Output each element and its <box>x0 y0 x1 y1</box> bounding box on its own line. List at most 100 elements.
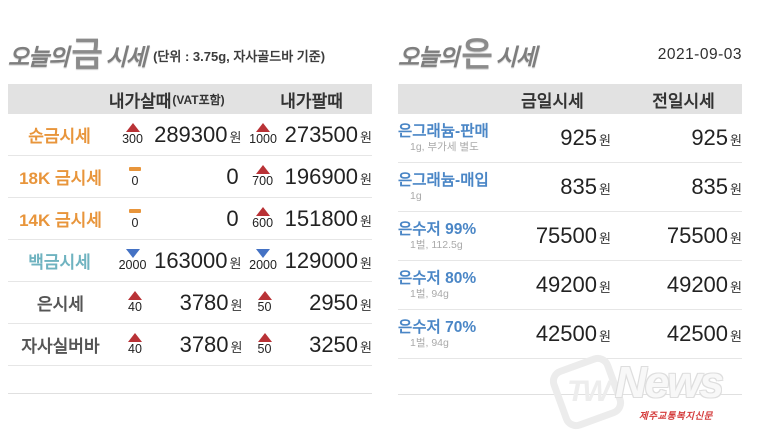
silver-prev-price-number: 49200 <box>666 272 729 297</box>
silver-panel-title: 오늘의 은 시세 2021-09-03 <box>398 26 742 84</box>
gold-sell-change-amount: 1000 <box>249 132 277 147</box>
gold-sell-change: 50 <box>243 333 287 356</box>
gold-price-panel: 오늘의 금 시세 (단위 : 3.75g, 자사골드바 기준) 내가살때 (VA… <box>8 26 372 394</box>
silver-prev-price: 925 원 <box>625 125 742 151</box>
gold-sell-change: 2000 <box>241 249 284 272</box>
gold-title-note: (단위 : 3.75g, 자사골드바 기준) <box>153 48 326 64</box>
gold-sell-change-arrow-icon <box>255 207 270 217</box>
gold-title-prefix: 오늘의 <box>8 44 69 70</box>
silver-prev-price-number: 925 <box>691 125 729 150</box>
silver-today-price-unit: 원 <box>599 182 611 197</box>
silver-table-row: 은그래늄-판매 1g, 부가세 별도 925 원 925 원 <box>398 114 742 163</box>
gold-table-row: 18K 금시세 0 0 700 196900 원 <box>8 156 372 198</box>
gold-header-buy-note: (VAT포함) <box>172 92 225 107</box>
silver-row-label-cell: 은그래늄-판매 1g, 부가세 별도 <box>398 123 494 153</box>
gold-sell-price: 273500 원 <box>285 122 372 148</box>
gold-sell-change-arrow-icon <box>257 333 272 343</box>
gold-buy-change-arrow-icon <box>128 333 142 343</box>
gold-buy-price: 3780 원 <box>157 290 243 316</box>
gold-sell-change-arrow-icon <box>255 165 270 175</box>
gold-buy-price-unit: 원 <box>229 255 242 271</box>
silver-prev-price-unit: 원 <box>730 133 742 148</box>
silver-table-row: 은수저 70% 1벌, 94g 42500 원 42500 원 <box>398 310 742 359</box>
silver-prev-price: 75500 원 <box>625 223 742 249</box>
silver-prev-price: 42500 원 <box>625 321 742 347</box>
silver-today-price-number: 42500 <box>535 321 597 346</box>
silver-row-sublabel: 1g <box>410 189 422 202</box>
gold-buy-change-arrow-icon <box>125 123 140 133</box>
silver-today-price-number: 835 <box>560 174 597 199</box>
silver-row-sublabel: 1벌, 112.5g <box>410 238 463 251</box>
gold-buy-change-amount: 0 <box>131 216 139 231</box>
silver-row-label: 은그래늄-판매 <box>398 123 489 141</box>
gold-sell-price: 151800 원 <box>285 206 372 232</box>
gold-buy-change-arrow-icon <box>125 249 140 259</box>
gold-row-label: 자사실버바 <box>21 337 100 356</box>
gold-header-buy: 내가살때 (VAT포함) <box>106 87 227 112</box>
gold-buy-change: 40 <box>113 333 157 356</box>
silver-row-sublabel: 1g, 부가세 별도 <box>410 140 479 153</box>
gold-sell-price: 129000 원 <box>285 248 372 274</box>
gold-buy-price-number: 0 <box>226 205 239 231</box>
silver-today-price: 835 원 <box>494 174 625 200</box>
gold-buy-price-number: 163000 <box>154 247 228 273</box>
silver-row-label: 은수저 80% <box>398 270 477 288</box>
gold-buy-change-amount: 300 <box>122 132 143 147</box>
gold-sell-change: 700 <box>241 165 285 188</box>
silver-header-today: 금일시세 <box>521 91 584 111</box>
silver-today-price-unit: 원 <box>599 133 611 148</box>
gold-title-suffix: 시세 <box>105 44 147 70</box>
gold-sell-price: 196900 원 <box>285 164 372 190</box>
silver-table-body: 은그래늄-판매 1g, 부가세 별도 925 원 925 원 은그래늄-매입 1g … <box>398 114 742 359</box>
gold-table-body: 순금시세 300 289300 원 1000 273500 원 18K 금시세 0 … <box>8 114 372 366</box>
gold-table-row: 자사실버바 40 3780 원 50 3250 원 <box>8 324 372 366</box>
gold-buy-price-number: 289300 <box>154 121 228 147</box>
silver-today-price-number: 75500 <box>535 223 597 248</box>
gold-sell-change-arrow-icon <box>256 123 271 133</box>
gold-buy-price-number: 3780 <box>179 331 229 357</box>
gold-buy-change: 300 <box>111 123 154 146</box>
gold-sell-price-unit: 원 <box>360 213 372 229</box>
gold-buy-change: 0 <box>113 207 157 230</box>
gold-sell-price-unit: 원 <box>360 171 372 187</box>
gold-sell-price-number: 151800 <box>284 205 359 231</box>
gold-title-metal: 금 <box>71 36 103 74</box>
gold-sell-change-amount: 700 <box>252 174 274 189</box>
gold-buy-change-amount: 40 <box>128 342 142 357</box>
silver-today-price-number: 925 <box>560 125 597 150</box>
gold-sell-change-arrow-icon <box>257 291 272 301</box>
gold-buy-change-arrow-icon <box>129 167 141 172</box>
gold-table-row: 은시세 40 3780 원 50 2950 원 <box>8 282 372 324</box>
silver-row-label: 은그래늄-매입 <box>398 172 489 190</box>
gold-sell-change-amount: 600 <box>252 216 274 231</box>
gold-sell-change-amount: 50 <box>257 342 272 357</box>
gold-panel-title: 오늘의 금 시세 (단위 : 3.75g, 자사골드바 기준) <box>8 26 372 84</box>
silver-today-price-number: 49200 <box>535 272 597 297</box>
silver-row-sublabel: 1벌, 94g <box>410 336 449 349</box>
gold-table-row: 순금시세 300 289300 원 1000 273500 원 <box>8 114 372 156</box>
gold-row-label: 순금시세 <box>28 127 91 146</box>
gold-table-row: 백금시세 2000 163000 원 2000 129000 원 <box>8 240 372 282</box>
gold-buy-change-amount: 2000 <box>118 258 147 273</box>
silver-row-label: 은수저 70% <box>398 319 477 337</box>
gold-buy-price-unit: 원 <box>229 129 242 145</box>
silver-header-prev: 전일시세 <box>652 91 715 111</box>
gold-sell-change: 600 <box>241 207 285 230</box>
gold-row-label: 18K 금시세 <box>19 169 102 188</box>
gold-buy-price: 0 <box>157 206 241 232</box>
gold-row-label: 14K 금시세 <box>19 211 102 230</box>
silver-prev-price-unit: 원 <box>730 280 742 295</box>
gold-table-bottom-border <box>8 366 372 394</box>
silver-row-sublabel: 1벌, 94g <box>410 287 449 300</box>
gold-sell-change-amount: 2000 <box>249 258 277 273</box>
gold-buy-change: 0 <box>113 165 157 188</box>
gold-sell-price-number: 129000 <box>284 247 359 273</box>
gold-row-label: 백금시세 <box>28 253 91 272</box>
silver-title-suffix: 시세 <box>495 44 537 70</box>
gold-buy-change-arrow-icon <box>128 291 142 301</box>
gold-buy-price-unit: 원 <box>230 339 243 355</box>
silver-table-row: 은수저 80% 1벌, 94g 49200 원 49200 원 <box>398 261 742 310</box>
gold-row-label: 은시세 <box>37 295 84 314</box>
silver-prev-price-unit: 원 <box>730 329 742 344</box>
silver-prev-price-number: 75500 <box>666 223 729 248</box>
